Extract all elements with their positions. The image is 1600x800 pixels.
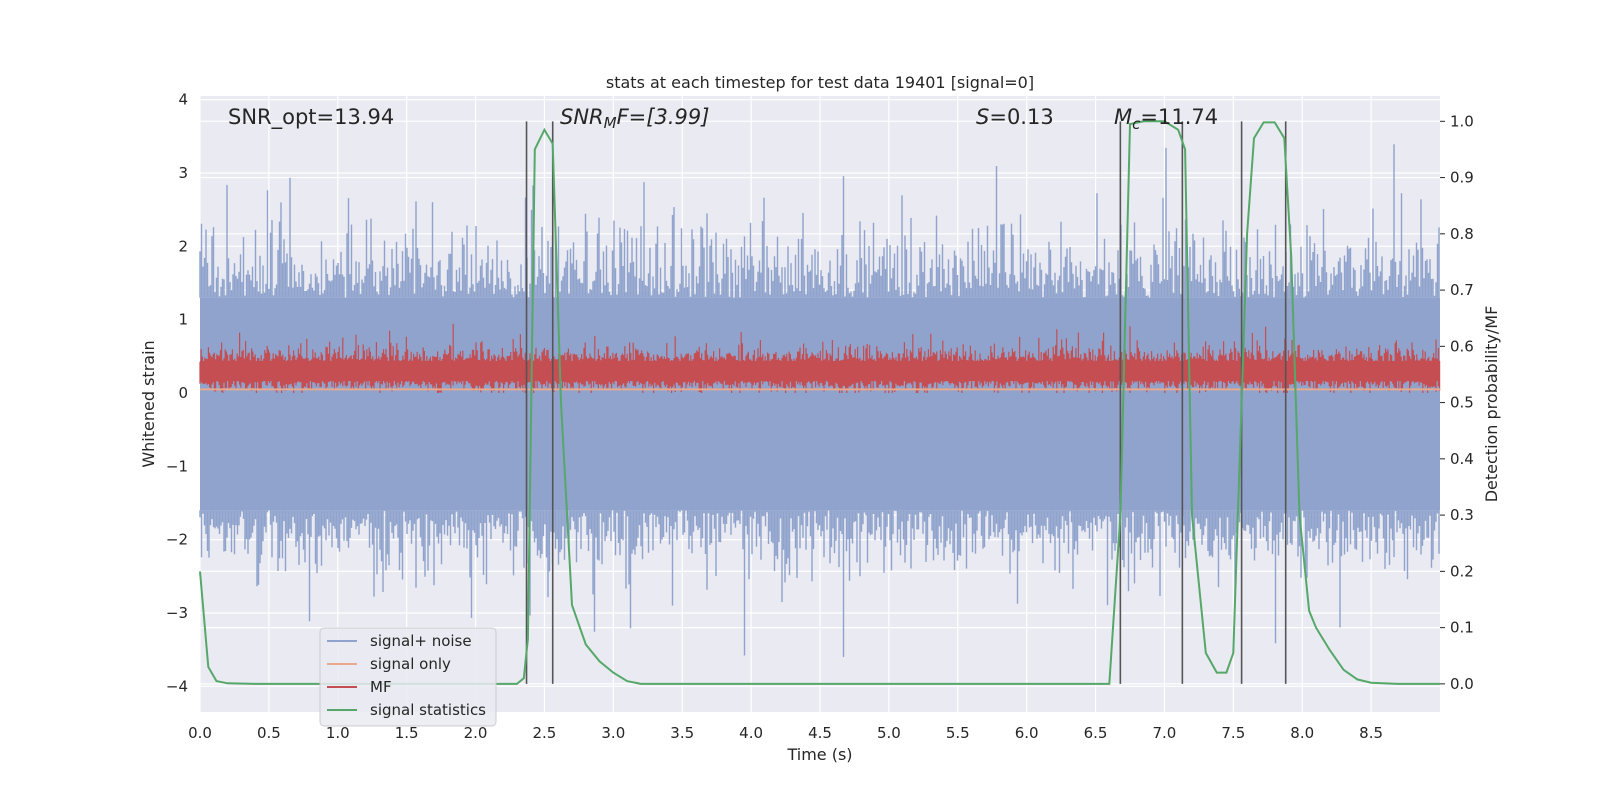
- noise-series: [199, 144, 1440, 657]
- annotation-s: S=0.13: [976, 105, 1054, 129]
- y-right-tick-label: 0.2: [1450, 562, 1474, 580]
- legend-label-mf: MF: [370, 678, 392, 696]
- x-tick-label: 7.0: [1153, 724, 1177, 742]
- x-tick-label: 4.5: [808, 724, 832, 742]
- legend-label-noise: signal+ noise: [370, 632, 472, 650]
- x-tick-label: 6.0: [1015, 724, 1039, 742]
- x-tick-label: 0.0: [188, 724, 212, 742]
- x-axis-label: Time (s): [786, 745, 852, 764]
- y-tick-label: −4: [166, 677, 188, 695]
- y-tick-label: 2: [178, 237, 188, 255]
- y-tick-label: 4: [178, 91, 188, 109]
- y-tick-label: −3: [166, 604, 188, 622]
- x-tick-label: 3.5: [670, 724, 694, 742]
- x-tick-label: 2.5: [533, 724, 557, 742]
- y-tick-label: 3: [178, 164, 188, 182]
- y-right-tick-label: 0.1: [1450, 619, 1474, 637]
- x-tick-label: 0.5: [257, 724, 281, 742]
- x-tick-label: 3.0: [601, 724, 625, 742]
- y-tick-label: −2: [166, 531, 188, 549]
- y-right-tick-label: 0.8: [1450, 225, 1474, 243]
- y-axis-label-right: Detection probability/MF: [1482, 306, 1501, 503]
- y-tick-label: 1: [178, 311, 188, 329]
- y-right-tick-label: 0.7: [1450, 281, 1474, 299]
- x-ticks: 0.0 0.5 1.0 1.5 2.0 2.5 3.0 3.5 4.0 4.5 5.0 5.5 6.0 6…: [188, 724, 1383, 742]
- y-axis-label: Whitened strain: [139, 340, 158, 467]
- x-tick-label: 1.5: [395, 724, 419, 742]
- y-ticks-right: 1.0 0.9 0.8 0.7 0.6 0.5 0.4 0.3 0.2 0.1 0.0: [1440, 112, 1474, 693]
- x-tick-label: 7.5: [1221, 724, 1245, 742]
- mf-series: [199, 323, 1441, 393]
- annotation-snr-opt: SNR_opt=13.94: [228, 105, 394, 130]
- annotation-mc: Mc=11.74: [1114, 105, 1218, 133]
- y-right-tick-label: 0.5: [1450, 394, 1474, 412]
- y-right-tick-label: 0.0: [1450, 675, 1474, 693]
- y-ticks: 4 3 2 1 0 −1 −2 −3 −4: [166, 91, 188, 696]
- noise-band: [200, 297, 1440, 511]
- y-tick-label: −1: [166, 457, 188, 475]
- x-tick-label: 2.0: [464, 724, 488, 742]
- x-tick-label: 6.5: [1084, 724, 1108, 742]
- y-right-tick-label: 0.6: [1450, 337, 1474, 355]
- chart-title: stats at each timestep for test data 194…: [606, 73, 1034, 92]
- annotation-snr-mf: SNRMF=[3.99]: [560, 105, 709, 132]
- y-right-tick-label: 1.0: [1450, 112, 1474, 130]
- legend: signal+ noise signal only MF signal stat…: [319, 627, 497, 727]
- noise-upper-spikes: [199, 144, 1440, 298]
- legend-label-stat: signal statistics: [370, 701, 486, 719]
- y-right-tick-label: 0.3: [1450, 506, 1474, 524]
- y-right-tick-label: 0.9: [1450, 169, 1474, 187]
- y-right-tick-label: 0.4: [1450, 450, 1474, 468]
- mf-trace: [199, 323, 1441, 393]
- x-tick-label: 8.5: [1359, 724, 1383, 742]
- y-tick-label: 0: [178, 384, 188, 402]
- signal-statistics-line: [199, 120, 1440, 685]
- x-tick-label: 1.0: [326, 724, 350, 742]
- x-tick-label: 5.5: [946, 724, 970, 742]
- x-tick-label: 5.0: [877, 724, 901, 742]
- noise-lower-spikes: [199, 510, 1440, 657]
- x-tick-label: 4.0: [739, 724, 763, 742]
- legend-label-signal: signal only: [370, 655, 451, 673]
- x-tick-label: 8.0: [1290, 724, 1314, 742]
